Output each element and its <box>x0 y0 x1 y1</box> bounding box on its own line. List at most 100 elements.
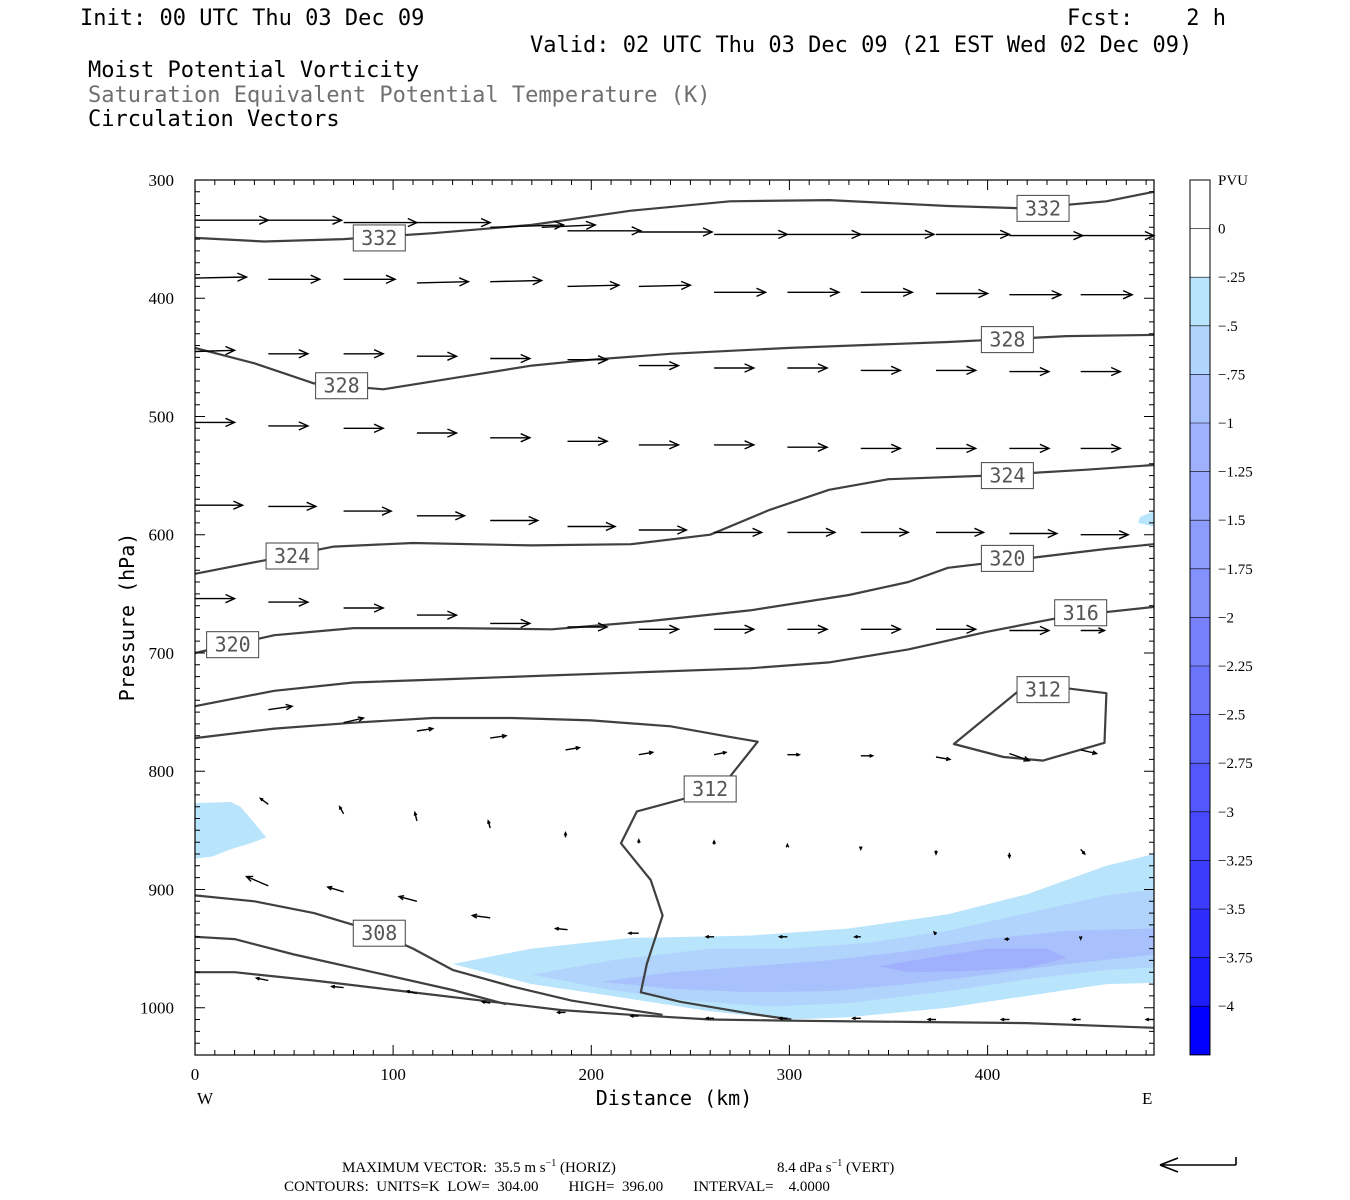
wind-vector-92 <box>338 805 345 815</box>
x-axis-title: Distance (km) <box>596 1086 753 1110</box>
reference-vector-icon <box>1159 1157 1237 1173</box>
max-vector-text: MAXIMUM VECTOR: 35.5 m s−1 (HORIZ) <box>342 1158 616 1176</box>
colorbar-swatch-1 <box>1190 228 1210 278</box>
colorbar-swatch-0 <box>1190 180 1210 230</box>
colorbar-label-9: −2.25 <box>1218 659 1253 675</box>
wind-vector-118 <box>480 1000 491 1004</box>
wind-vector-40 <box>195 417 237 428</box>
wind-vector-124 <box>926 1017 936 1022</box>
wind-vector-13 <box>1080 230 1156 241</box>
wind-vector-110 <box>777 934 788 939</box>
wind-vector-46 <box>638 440 681 450</box>
colorbar-swatch-16 <box>1190 957 1210 1007</box>
wind-vector-5 <box>541 220 597 231</box>
wind-vector-38 <box>1009 366 1051 377</box>
wind-vector-84 <box>638 750 655 756</box>
wind-vector-18 <box>490 275 544 286</box>
axis-ticks <box>194 179 1154 1056</box>
wind-vector-1 <box>268 215 344 225</box>
wind-vector-89 <box>1009 752 1031 762</box>
colorbar-label-1: −.25 <box>1218 270 1245 286</box>
colorbar-label-15: −3.75 <box>1218 951 1253 967</box>
svg-text:332: 332 <box>1025 196 1061 220</box>
wind-vector-125 <box>999 1017 1010 1022</box>
wind-vector-6 <box>567 226 643 236</box>
x-tick-label-400: 400 <box>975 1065 1001 1084</box>
wind-vector-111 <box>853 934 861 939</box>
wind-vector-117 <box>405 989 418 995</box>
wind-vector-116 <box>329 984 344 989</box>
colorbar-swatch-11 <box>1190 714 1210 764</box>
contour-info-text: CONTOURS: UNITS=K LOW= 304.00 HIGH= 396.… <box>284 1179 830 1195</box>
wind-vector-30 <box>416 351 459 361</box>
wind-vector-103 <box>244 875 269 887</box>
wind-vector-19 <box>567 280 621 291</box>
tick-marks <box>194 179 1154 1056</box>
wind-vector-4 <box>490 220 566 230</box>
contour-label-328-2: 328 <box>315 372 369 400</box>
colorbar-label-7: −1.75 <box>1218 562 1253 578</box>
wind-vector-14 <box>194 272 249 282</box>
wind-vector-109 <box>704 934 715 939</box>
colorbar-label-0: 0 <box>1218 222 1226 238</box>
wind-vector-56 <box>416 511 467 521</box>
wind-vector-35 <box>787 363 829 373</box>
colorbar-swatch-15 <box>1190 909 1210 959</box>
pv-shade-region-5 <box>878 948 1067 973</box>
forecast-hour: Fcst: 2 h <box>1067 6 1226 31</box>
wind-vector-93 <box>413 810 418 822</box>
wind-vector-29 <box>343 349 385 359</box>
wind-vector-119 <box>555 1010 566 1015</box>
wind-vector-0 <box>195 215 271 225</box>
wind-vector-90 <box>1080 749 1099 756</box>
wind-vector-37 <box>936 365 978 376</box>
wind-vector-61 <box>787 527 837 538</box>
wind-vector-86 <box>787 752 802 757</box>
wind-vector-50 <box>936 443 978 454</box>
colorbar-swatch-6 <box>1190 471 1210 521</box>
wind-vector-7 <box>638 227 714 237</box>
isentrope-316-4 <box>194 605 1155 708</box>
wind-vector-16 <box>343 274 397 285</box>
x-tick-label-0: 0 <box>191 1065 200 1084</box>
svg-text:320: 320 <box>989 546 1025 570</box>
wind-vector-123 <box>851 1016 861 1021</box>
colorbar-swatch-4 <box>1190 374 1210 424</box>
colorbar-labels: 0 −.25 −.5 −.75 −1 −1.25 −1.5 −1.75 −2 −2.25 −2.5 −… <box>1218 222 1253 1016</box>
colorbar-label-14: −3.5 <box>1218 902 1245 918</box>
wind-vector-98 <box>785 842 790 848</box>
colorbar-swatch-14 <box>1190 860 1210 910</box>
svg-text:332: 332 <box>361 226 397 250</box>
wind-vector-115 <box>254 976 269 982</box>
pv-shading-layer <box>195 511 1155 1020</box>
wind-vector-106 <box>470 913 491 919</box>
wind-vector-59 <box>638 525 689 535</box>
x-tick-label-200: 200 <box>579 1065 605 1084</box>
contour-label-312-9: 312 <box>1016 676 1070 704</box>
y-tick-label-600: 600 <box>149 526 175 545</box>
contour-label-332-0: 332 <box>352 224 406 252</box>
wind-vector-80 <box>343 716 366 724</box>
contour-label-324-4: 324 <box>265 542 319 570</box>
wind-vector-21 <box>714 287 768 298</box>
wind-vector-51 <box>1009 443 1051 454</box>
y-tick-label-700: 700 <box>149 644 175 663</box>
x-end-label-west: W <box>197 1089 214 1108</box>
contour-label-324-5: 324 <box>980 462 1034 490</box>
wind-vector-57 <box>490 515 540 526</box>
contour-label-312-10: 312 <box>683 775 737 803</box>
init-time: Init: 00 UTC Thu 03 Dec 09 <box>80 6 424 31</box>
wind-vector-23 <box>860 287 915 298</box>
wind-vector-79 <box>268 703 294 711</box>
wind-vector-54 <box>268 501 318 512</box>
wind-vector-36 <box>860 365 903 376</box>
wind-vector-49 <box>860 443 903 454</box>
y-axis-title: Pressure (hPa) <box>115 533 139 702</box>
colorbar-swatch-2 <box>1190 277 1210 327</box>
vert-vector-text: 8.4 dPa s−1 (VERT) <box>777 1158 894 1176</box>
svg-text:324: 324 <box>274 544 310 568</box>
wind-vector-113 <box>1003 937 1010 941</box>
wind-vector-126 <box>1071 1017 1081 1022</box>
wind-vector-100 <box>934 850 938 856</box>
y-tick-labels: 300 400 500 600 700 800 900 1000 <box>140 171 174 1018</box>
